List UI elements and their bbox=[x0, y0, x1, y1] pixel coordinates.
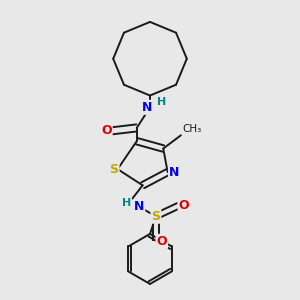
Text: N: N bbox=[134, 200, 144, 213]
Text: H: H bbox=[157, 97, 166, 107]
Text: O: O bbox=[178, 200, 189, 212]
Text: S: S bbox=[152, 210, 160, 223]
Text: O: O bbox=[157, 235, 167, 248]
Text: CH₃: CH₃ bbox=[182, 124, 202, 134]
Text: N: N bbox=[169, 166, 179, 178]
Text: S: S bbox=[110, 163, 118, 176]
Text: N: N bbox=[142, 101, 152, 114]
Text: O: O bbox=[101, 124, 112, 137]
Text: H: H bbox=[122, 198, 131, 208]
